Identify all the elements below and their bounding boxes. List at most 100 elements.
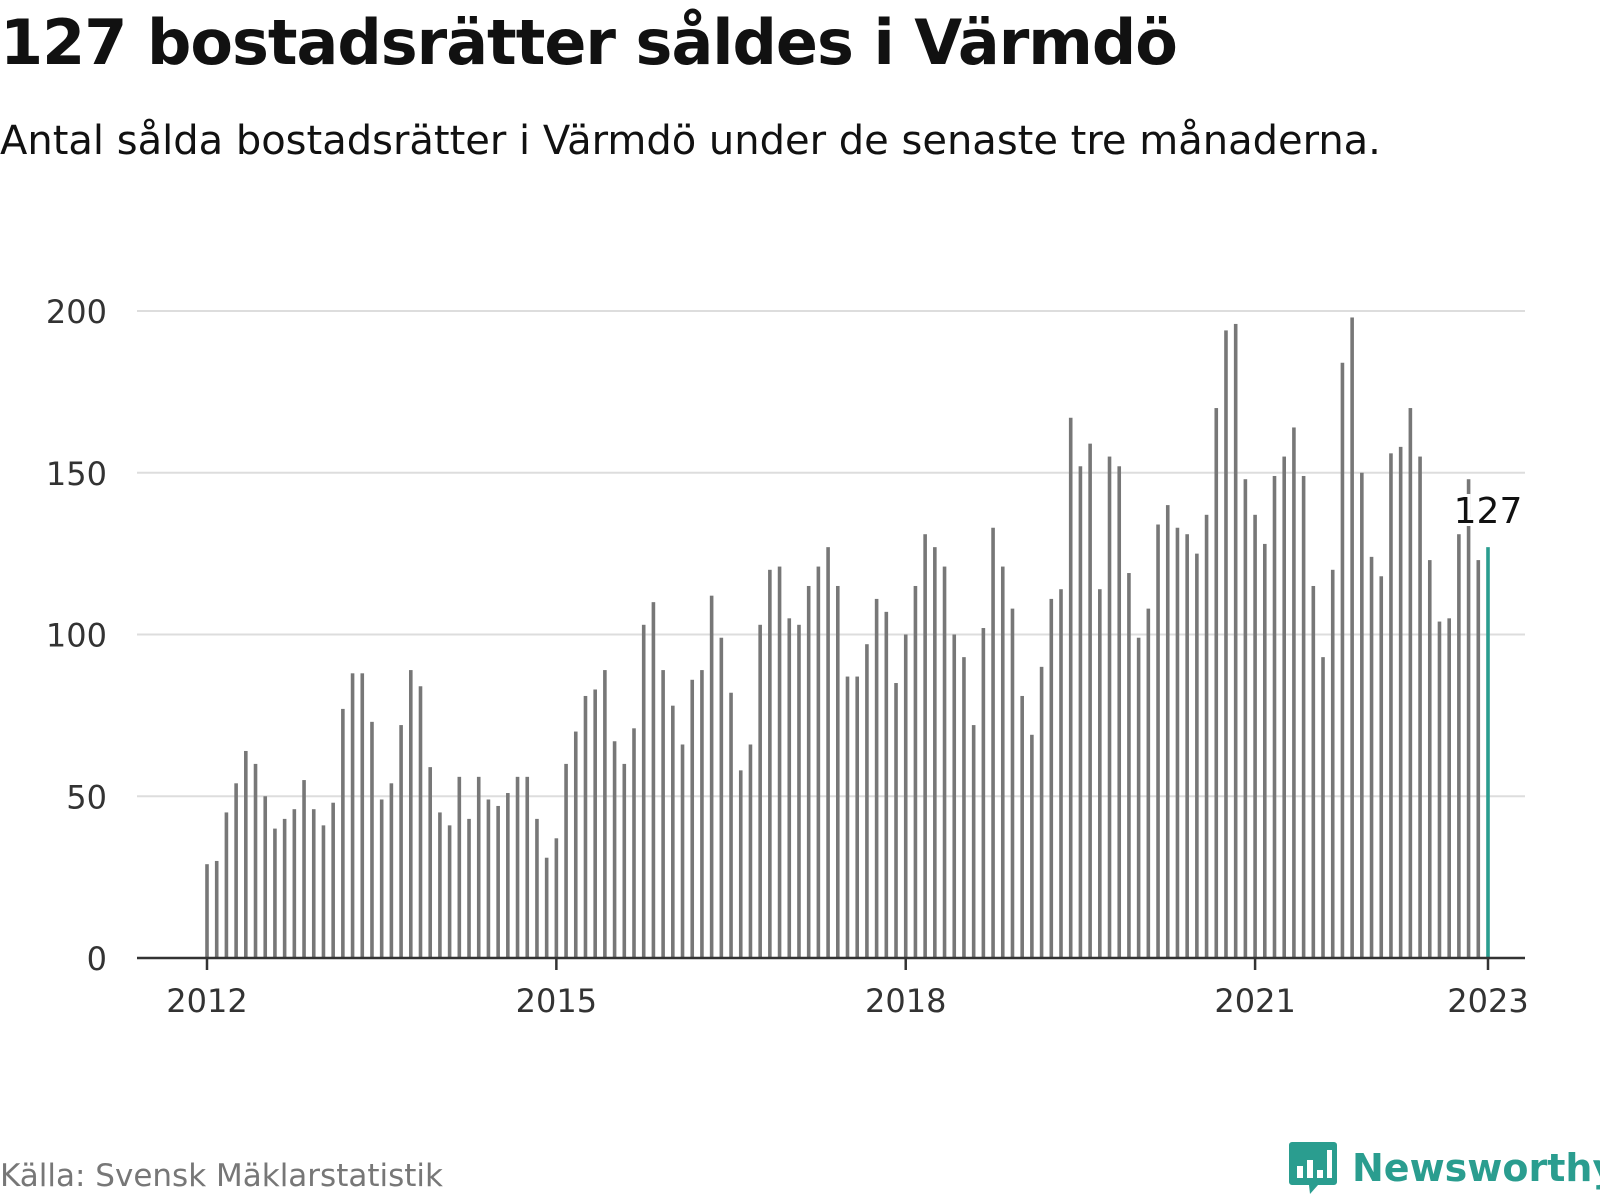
bar bbox=[583, 695, 588, 958]
bar bbox=[544, 857, 549, 958]
bar bbox=[1107, 456, 1112, 958]
source-note: Källa: Svensk Mäklarstatistik bbox=[0, 1158, 443, 1194]
y-tick-label: 0 bbox=[87, 940, 107, 978]
bar bbox=[1098, 589, 1102, 958]
bar bbox=[923, 534, 927, 958]
bar bbox=[1000, 566, 1005, 958]
bar bbox=[845, 676, 850, 958]
y-tick-label: 50 bbox=[66, 778, 107, 816]
bar bbox=[311, 809, 316, 958]
bar-chart: 0 50 100 150 200 127 2012 2015 2018 2021 2023 bbox=[46, 293, 1529, 1020]
highlight-value-label: 127 bbox=[1454, 491, 1523, 532]
axes bbox=[137, 956, 1525, 970]
y-tick-label: 200 bbox=[46, 293, 107, 331]
bar bbox=[1292, 427, 1296, 959]
bar bbox=[816, 566, 821, 958]
bar bbox=[1427, 560, 1432, 958]
bar bbox=[1418, 456, 1422, 958]
bar bbox=[1078, 466, 1083, 958]
bar bbox=[273, 828, 277, 958]
x-tick-label: 2021 bbox=[1214, 982, 1295, 1020]
bar bbox=[331, 802, 335, 958]
logo-text: Newsworthy bbox=[1352, 1146, 1600, 1190]
bar bbox=[224, 812, 229, 958]
bar bbox=[506, 793, 510, 958]
bar bbox=[865, 644, 869, 958]
bar bbox=[991, 527, 995, 958]
bar bbox=[1330, 569, 1335, 958]
bar bbox=[952, 634, 957, 958]
bar bbox=[1389, 453, 1393, 958]
bar bbox=[263, 796, 268, 958]
bar bbox=[758, 624, 762, 958]
bar bbox=[350, 673, 355, 958]
bar-chart-speech-bubble-icon bbox=[1289, 1142, 1337, 1194]
bar bbox=[234, 783, 238, 958]
bar bbox=[1311, 585, 1316, 958]
bar bbox=[1476, 560, 1481, 958]
bar bbox=[418, 686, 423, 958]
bar bbox=[593, 689, 597, 958]
highlight-bar bbox=[1486, 547, 1490, 958]
bar bbox=[884, 611, 889, 958]
bar bbox=[777, 566, 782, 958]
bar bbox=[1088, 443, 1092, 958]
x-tick-label: 2018 bbox=[865, 982, 946, 1020]
bar bbox=[1233, 323, 1238, 958]
bar bbox=[1340, 362, 1345, 958]
bar bbox=[1068, 417, 1073, 958]
bar bbox=[787, 618, 792, 958]
bar bbox=[1117, 466, 1122, 958]
x-tick-label: 2012 bbox=[166, 982, 247, 1020]
bar bbox=[1282, 456, 1287, 958]
bar bbox=[603, 670, 607, 958]
bar bbox=[806, 585, 811, 958]
bar bbox=[661, 670, 665, 958]
bar bbox=[292, 809, 297, 958]
bar bbox=[719, 637, 724, 958]
bar bbox=[447, 825, 452, 958]
bar bbox=[1262, 543, 1267, 958]
y-tick-label: 100 bbox=[46, 617, 107, 655]
bar bbox=[1398, 446, 1403, 958]
bar bbox=[564, 763, 568, 958]
chart-subtitle: Antal sålda bostadsrätter i Värmdö under… bbox=[0, 118, 1381, 164]
bar bbox=[1243, 479, 1248, 958]
bar bbox=[738, 770, 743, 958]
newsworthy-logo[interactable]: Newsworthy bbox=[1288, 1140, 1600, 1196]
bar bbox=[457, 776, 462, 958]
bar bbox=[408, 670, 413, 958]
bar bbox=[729, 692, 733, 958]
bar bbox=[525, 776, 530, 958]
bar bbox=[1350, 317, 1354, 959]
bar bbox=[933, 547, 937, 958]
bar bbox=[1301, 475, 1306, 958]
bar bbox=[971, 725, 976, 958]
bar bbox=[913, 585, 918, 958]
bar bbox=[622, 763, 627, 958]
bar bbox=[768, 569, 772, 958]
bar bbox=[671, 705, 675, 958]
bar bbox=[1185, 534, 1189, 958]
bar bbox=[690, 679, 695, 958]
bar bbox=[962, 657, 966, 958]
bar bbox=[379, 799, 384, 958]
bar bbox=[1030, 734, 1034, 958]
bar bbox=[1175, 527, 1180, 958]
bar bbox=[1321, 657, 1325, 958]
bar bbox=[651, 602, 656, 958]
bar bbox=[981, 628, 986, 958]
bar bbox=[641, 624, 646, 958]
labels: 0 50 100 150 200 127 2012 2015 2018 2021 2023 bbox=[46, 293, 1529, 1020]
bar bbox=[855, 676, 860, 958]
bar bbox=[1437, 621, 1442, 958]
bar bbox=[496, 805, 500, 958]
bar bbox=[826, 547, 830, 958]
bar bbox=[1369, 556, 1374, 958]
bar bbox=[1408, 408, 1413, 958]
x-tick-label: 2023 bbox=[1447, 982, 1528, 1020]
bar bbox=[1059, 589, 1063, 958]
bar bbox=[894, 683, 898, 958]
bar bbox=[903, 634, 908, 958]
bar bbox=[554, 838, 559, 958]
